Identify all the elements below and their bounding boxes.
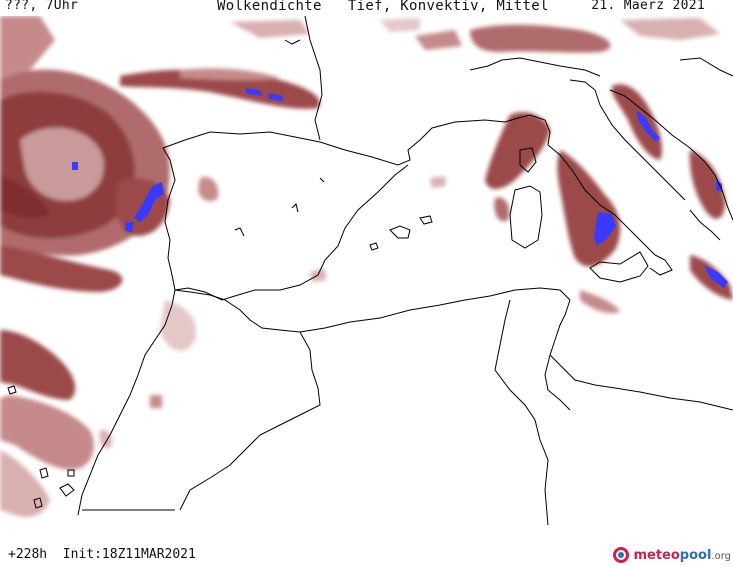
convective-cells: [72, 88, 728, 288]
forecast-run-info: +228h Init:18Z11MAR2021: [8, 547, 196, 562]
forecast-date: 21. Maerz 2021: [591, 0, 705, 13]
meteopool-logo[interactable]: meteopool.org: [612, 546, 731, 564]
cloud-density-map: [0, 16, 733, 528]
map-title: Wolkendichte Tief, Konvektiv, Mittel: [217, 0, 549, 14]
coastlines: [7, 16, 733, 526]
cloud-field: [0, 16, 733, 517]
logo-text: meteopool.org: [633, 547, 731, 563]
run-label: ???, 7Uhr: [5, 0, 79, 13]
globe-icon: [613, 547, 630, 563]
